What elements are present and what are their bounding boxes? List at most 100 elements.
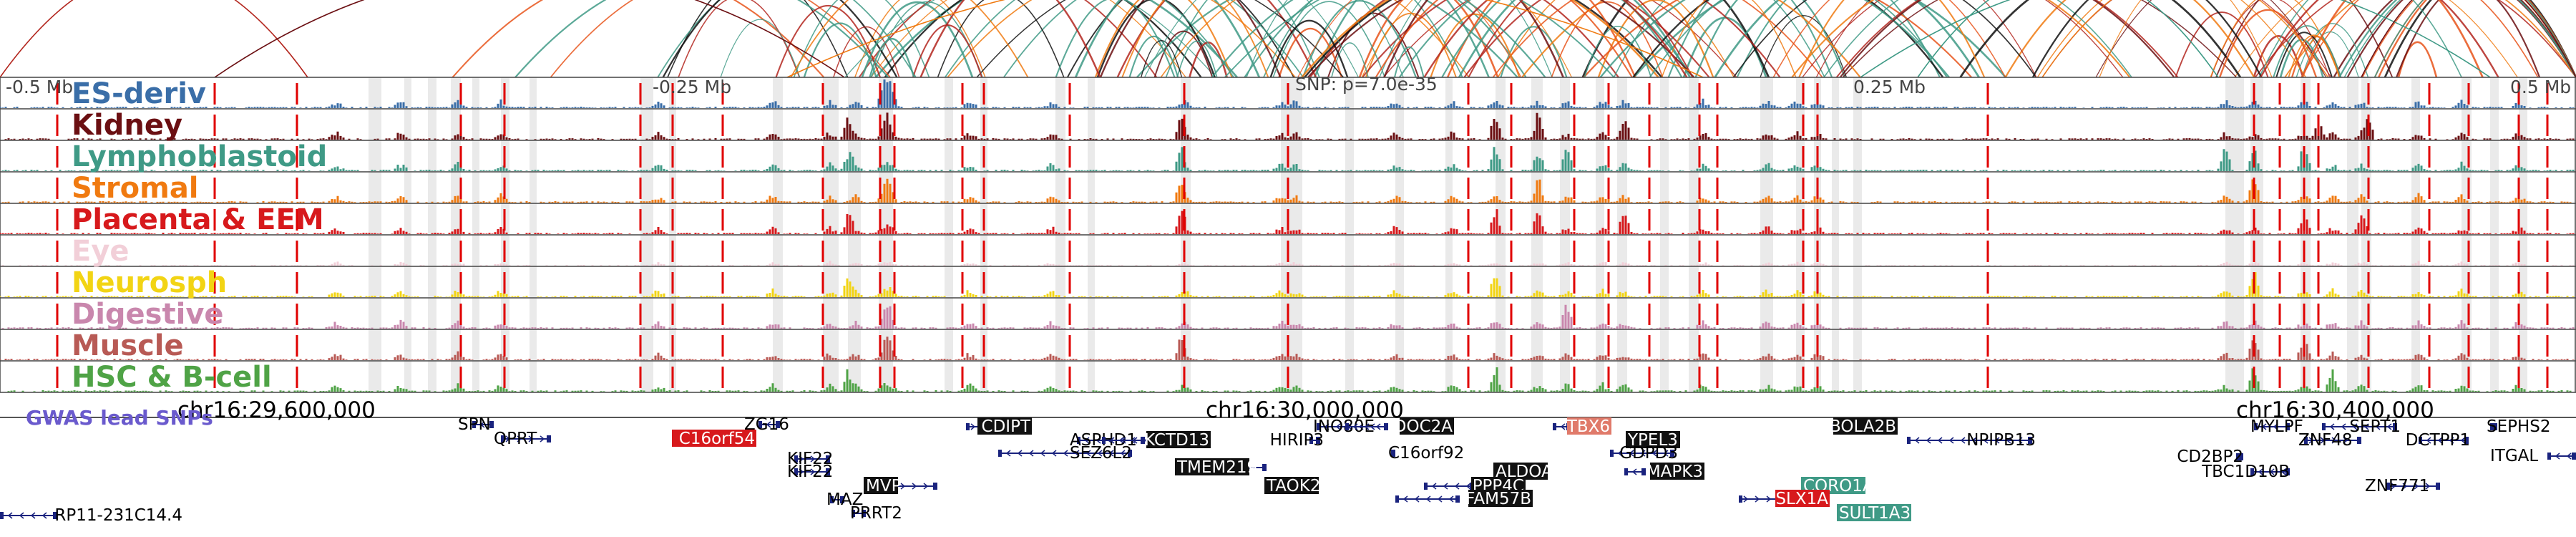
- interaction-arc: [874, 0, 1238, 78]
- gene-label-slx1a: SLX1A: [1775, 490, 1828, 508]
- signal-muscle: [0, 337, 2575, 360]
- strand-arrow: [2566, 453, 2572, 460]
- strand-arrow: [1425, 495, 1431, 503]
- gene-exon: [2572, 453, 2576, 460]
- strand-arrow: [2320, 437, 2326, 444]
- gene-label-qprt: QPRT: [494, 430, 537, 448]
- strand-arrow: [2352, 423, 2358, 430]
- interaction-arc: [1383, 0, 1564, 78]
- gene-highlight-box: [1468, 490, 1533, 507]
- gene-exon: [1395, 495, 1399, 503]
- interaction-arc: [1597, 0, 1714, 78]
- red-marker-lines: [56, 83, 2549, 388]
- interaction-arc: [1860, 0, 2491, 78]
- strand-arrow: [1352, 423, 1358, 430]
- strand-arrow: [2331, 437, 2337, 444]
- strand-arrow: [517, 435, 522, 442]
- interaction-arc: [550, 0, 891, 78]
- signal-placenta-eem: [0, 209, 2575, 234]
- interaction-arc: [1633, 0, 2006, 78]
- strand-arrow: [2273, 423, 2278, 430]
- gene-exon: [2357, 437, 2361, 444]
- interaction-arc: [844, 0, 1216, 78]
- strand-arrow: [42, 512, 47, 519]
- gene-exon: [840, 496, 844, 503]
- interaction-arc: [858, 0, 1158, 78]
- interaction-arc: [1003, 0, 1304, 78]
- strand-arrow: [1063, 450, 1068, 457]
- interaction-arc: [1375, 0, 1633, 78]
- interaction-arc: [1661, 0, 1797, 78]
- gene-label-hirip3: HIRIP3: [1270, 431, 1324, 450]
- interaction-arc: [214, 0, 845, 78]
- gene-label-c16orf92: C16orf92: [1388, 444, 1464, 463]
- gene-exon: [826, 468, 830, 475]
- interaction-arc: [2215, 0, 2394, 78]
- interaction-arc: [793, 0, 930, 78]
- track-label-eye: Eye: [72, 235, 130, 268]
- interaction-arc: [1458, 0, 1691, 78]
- strand-arrow: [1097, 450, 1103, 457]
- strand-arrow: [1109, 437, 1115, 444]
- signal-lymphoblastoid: [1, 147, 2575, 171]
- chromatin-interaction-arcs: [0, 0, 2576, 78]
- interaction-arc: [1463, 0, 1781, 78]
- strand-arrow: [2329, 423, 2335, 430]
- gene-exon: [2304, 437, 2308, 444]
- strand-arrow: [1960, 437, 1966, 444]
- gene-highlight-box: [1626, 431, 1680, 448]
- gene-highlight-box: [864, 477, 898, 494]
- gene-label-taok2: TAOK2: [1266, 477, 1320, 495]
- gene-exon: [2493, 423, 2497, 430]
- interaction-arc: [1714, 0, 1980, 78]
- strand-arrow: [2386, 423, 2392, 430]
- signal-kidney: [4, 112, 2575, 140]
- strand-arrow: [970, 423, 976, 430]
- gene-label-kif22: KIF22: [787, 463, 833, 481]
- strand-arrow: [1443, 483, 1448, 490]
- interaction-arc: [1736, 0, 1941, 78]
- gene-exon: [2322, 423, 2326, 430]
- strand-arrow: [1560, 423, 1566, 430]
- gene-exon: [1610, 450, 1614, 457]
- strand-arrow: [1743, 495, 1749, 503]
- scale-label-snp: SNP: p=7.0e-35: [1295, 74, 1438, 95]
- strand-arrow: [1631, 468, 1637, 475]
- interaction-arc: [2004, 0, 2255, 78]
- strand-arrow: [1121, 437, 1126, 444]
- signal-hsc-b-cell: [7, 367, 2572, 392]
- strand-arrow: [7, 512, 13, 519]
- strand-arrow: [2006, 437, 2011, 444]
- strand-arrow: [1040, 450, 1045, 457]
- gene-exon: [1128, 450, 1132, 457]
- strand-arrow: [2363, 423, 2369, 430]
- gene-exon: [998, 450, 1002, 457]
- gene-exon: [1077, 437, 1080, 444]
- interaction-arc: [1379, 0, 1553, 78]
- coordinate-label-1: chr16:29,600,000: [177, 397, 376, 423]
- strand-arrow: [900, 483, 906, 490]
- strand-arrow: [1402, 495, 1408, 503]
- gene-highlight-box: [1146, 431, 1211, 448]
- gene-exon: [1392, 450, 1395, 457]
- interaction-arc: [2346, 0, 2576, 78]
- strand-arrow: [1983, 437, 1989, 444]
- gene-exon: [547, 435, 551, 442]
- strand-arrow: [540, 435, 545, 442]
- strand-arrow: [2460, 437, 2466, 444]
- interaction-arc: [947, 0, 1296, 78]
- gene-exon: [2028, 437, 2032, 444]
- strand-arrow: [1948, 437, 1954, 444]
- gene-exon: [852, 510, 855, 517]
- strand-arrow: [1755, 495, 1760, 503]
- gene-exon: [2250, 468, 2254, 475]
- track-label-lymphoblastoid: Lymphoblastoid: [72, 140, 327, 173]
- interaction-arc: [2260, 0, 2499, 78]
- signal-digestive: [1, 304, 2575, 329]
- scale-label-minus-0.25: -0.25 Mb: [653, 77, 731, 97]
- gwas-lead-snps-label: GWAS lead SNPs: [26, 406, 213, 430]
- gene-highlight-box: [1775, 490, 1830, 507]
- gene-label-rp11-231c14-4: RP11-231C14.4: [54, 506, 182, 525]
- interaction-arc: [2258, 0, 2462, 78]
- gene-label-sept1: SEPT1: [2349, 417, 2401, 436]
